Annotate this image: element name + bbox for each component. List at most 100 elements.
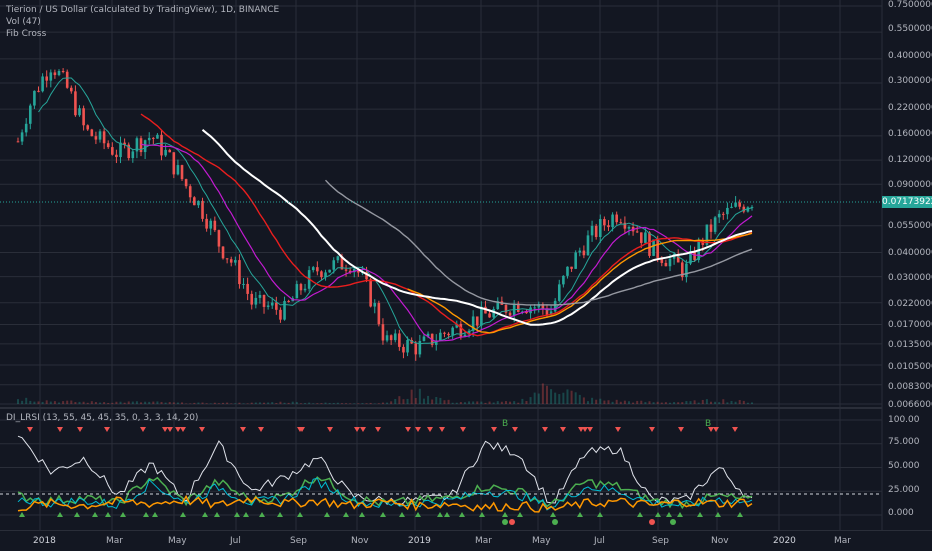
- candle-body: [181, 165, 184, 179]
- candle-body: [222, 247, 225, 259]
- volume-bar: [107, 403, 109, 404]
- volume-bar: [493, 403, 495, 404]
- current-price-tag: 0.07173922: [882, 196, 932, 208]
- lrsi-legend[interactable]: DI_LRSI (13, 55, 45, 45, 35, 0, 3, 3, 14…: [6, 413, 198, 423]
- volume-bar: [193, 403, 195, 404]
- sell-arrow-marker: [460, 427, 466, 432]
- volume-bar: [222, 403, 224, 404]
- candle-body: [390, 335, 393, 340]
- candle-body: [58, 71, 61, 75]
- sell-arrow-marker: [258, 427, 264, 432]
- volume-bar: [689, 401, 691, 404]
- signal-dot: [509, 519, 515, 525]
- volume-bar: [79, 402, 81, 404]
- volume-bar: [197, 403, 199, 404]
- candle-body: [246, 284, 249, 294]
- volume-bar: [62, 401, 64, 404]
- volume-bar: [234, 403, 236, 404]
- price-tick: 0.04000000: [888, 248, 932, 258]
- volume-bar: [226, 403, 228, 404]
- time-tick: Jul: [230, 536, 241, 546]
- volume-bar: [169, 402, 171, 404]
- volume-bar: [439, 398, 441, 404]
- volume-bar: [329, 403, 331, 404]
- ma-white-line: [203, 130, 753, 325]
- volume-bar: [435, 397, 437, 404]
- candle-body: [21, 132, 24, 141]
- price-tick: 0.09000000: [888, 180, 932, 190]
- volume-bar: [210, 403, 212, 404]
- volume-bar: [128, 401, 130, 404]
- volume-bar: [366, 403, 368, 404]
- candle-body: [378, 303, 381, 324]
- candle-body: [345, 269, 348, 270]
- volume-bar: [124, 403, 126, 404]
- sell-arrow-marker: [587, 427, 593, 432]
- candle-body: [734, 202, 737, 206]
- volume-bar: [472, 401, 474, 404]
- volume-bar: [653, 402, 655, 404]
- volume-bar: [66, 401, 68, 404]
- fib-cross-legend[interactable]: Fib Cross: [6, 29, 46, 39]
- sell-arrow-marker: [240, 427, 246, 432]
- volume-bar: [87, 403, 89, 404]
- volume-bar: [312, 403, 314, 404]
- volume-bar: [382, 403, 384, 404]
- candle-body: [238, 260, 241, 284]
- time-axis[interactable]: 2018 Mar May Jul Sep Nov 2019 Mar May Ju…: [0, 530, 932, 551]
- volume-bar: [251, 403, 253, 404]
- candle-body: [189, 186, 192, 197]
- grid-lines: [0, 0, 882, 530]
- volume-bar: [669, 403, 671, 404]
- volume-bar: [612, 402, 614, 404]
- candle-body: [492, 309, 495, 317]
- volume-bar: [115, 402, 117, 404]
- candle-body: [271, 303, 274, 306]
- time-tick: May: [532, 536, 551, 546]
- volume-bar: [58, 403, 60, 404]
- indicator-axis[interactable]: 100.00 75.000 50.000 25.000 0.000: [882, 410, 932, 530]
- candle-body: [164, 150, 167, 156]
- candle-body: [373, 303, 376, 306]
- sell-arrow-marker: [77, 427, 83, 432]
- candle-body: [283, 301, 286, 320]
- ma-magenta-line: [141, 144, 752, 341]
- volume-bar: [341, 403, 343, 404]
- volume-bar: [263, 403, 265, 404]
- candle-body: [320, 271, 323, 277]
- candle-body: [234, 260, 237, 263]
- sell-arrow-marker: [57, 427, 63, 432]
- price-tick: 0.55000000: [888, 24, 932, 34]
- candle-body: [74, 91, 77, 115]
- volume-legend[interactable]: Vol (47): [6, 17, 41, 27]
- volume-bar: [628, 401, 630, 404]
- candle-body: [583, 251, 586, 256]
- signal-dot: [670, 519, 676, 525]
- sell-arrow-marker: [678, 427, 684, 432]
- candle-body: [423, 336, 426, 340]
- candle-body: [316, 267, 319, 271]
- candle-body: [177, 165, 180, 174]
- symbol-legend[interactable]: Tierion / US Dollar (calculated by Tradi…: [6, 5, 279, 15]
- volume-bar: [38, 401, 40, 404]
- candle-body: [103, 131, 106, 143]
- volume-bar: [120, 402, 122, 404]
- volume-bar: [111, 403, 113, 404]
- volume-bar: [710, 402, 712, 404]
- candle-body: [369, 279, 372, 306]
- candle-body: [382, 324, 385, 340]
- volume-bar: [538, 394, 540, 404]
- price-tick: 0.12000000: [888, 155, 932, 165]
- volume-bar: [42, 402, 44, 404]
- candle-body: [554, 301, 557, 312]
- sell-arrow-marker: [732, 427, 738, 432]
- sell-arrow-marker: [405, 427, 411, 432]
- price-tick: 0.01700000: [888, 320, 932, 330]
- volume-bar: [443, 400, 445, 404]
- candle-body: [242, 284, 245, 285]
- candle-body: [82, 108, 85, 125]
- candle-body: [193, 197, 196, 205]
- volume-bar: [267, 402, 269, 404]
- indicator-tick: 100.00: [888, 415, 920, 425]
